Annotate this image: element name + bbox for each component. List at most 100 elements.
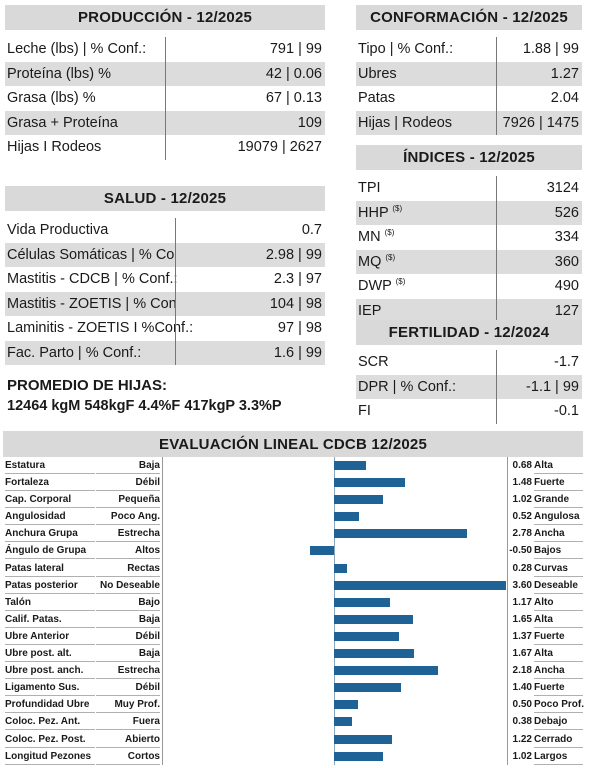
- lineal-bar: [334, 631, 400, 641]
- plot-frame: [162, 457, 508, 765]
- lineal-row: Longitud Pezones Cortos 1.02 Largos: [3, 748, 583, 765]
- lineal-value: 1.02: [512, 494, 532, 506]
- produccion-title: PRODUCCIÓN - 12/2025: [5, 5, 325, 30]
- conformacion-row-label: Tipo | % Conf.:: [356, 37, 496, 62]
- promedio-value: 12464 kgM 548kgF 4.4%F 417kgP 3.3%P: [7, 398, 282, 414]
- salud-row-value: 2.98 | 99: [175, 242, 325, 267]
- row-label-text: Fac. Parto | % Conf.:: [7, 344, 142, 361]
- lineal-low-label: Débil: [96, 679, 160, 697]
- produccion-row-value: 42 | 0.06: [165, 61, 325, 86]
- lineal-low-label: Débil: [96, 628, 160, 645]
- row-label-text: IEP: [358, 302, 382, 319]
- indices-row-label: MN ($): [356, 225, 496, 250]
- lineal-value: 1.17: [512, 596, 532, 608]
- salud-row: Mastitis - ZOETIS | % Conf.: 104 | 98: [5, 291, 325, 316]
- lineal-low-label: Abierto: [96, 731, 160, 748]
- lineal-high-label: Alta: [534, 611, 583, 628]
- lineal-trait: Ángulo de Grupa: [5, 542, 95, 560]
- lineal-bar: [334, 614, 413, 624]
- lineal-value: 0.68: [512, 460, 532, 471]
- indices-row: IEP 127: [356, 298, 582, 323]
- lineal-high-label: Cerrado: [534, 731, 583, 748]
- lineal-trait: Coloc. Pez. Post.: [5, 731, 95, 748]
- produccion-row: Hijas I Rodeos 19079 | 2627: [5, 135, 325, 160]
- lineal-low-label: Débil: [96, 474, 160, 492]
- produccion-table: Leche (lbs) | % Conf.: 791 | 99 Proteína (…: [5, 37, 325, 160]
- lineal-row: Patas lateral Rectas 0.28 Curvas: [3, 560, 583, 577]
- lineal-low-label: Fuera: [96, 713, 160, 731]
- row-label-text: Leche (lbs) | % Conf.:: [7, 41, 147, 57]
- indices-row-label: IEP: [356, 298, 496, 323]
- salud-row: Células Somáticas | % Conf.: 2.98 | 99: [5, 242, 325, 267]
- lineal-value: 1.22: [512, 733, 532, 745]
- lineal-trait: Profundidad Ubre: [5, 696, 95, 714]
- row-label-text: Mastitis - ZOETIS | % Conf.:: [7, 295, 189, 312]
- lineal-trait: Angulosidad: [5, 508, 95, 526]
- produccion-row-label: Grasa (lbs) %: [5, 86, 165, 111]
- lineal-high-label: Poco Prof.: [534, 696, 584, 714]
- salud-row-value: 97 | 98: [175, 316, 325, 341]
- conformacion-table: Tipo | % Conf.: 1.88 | 99 Ubres 1.27 Patas 2.…: [356, 37, 582, 135]
- promedio-section: PROMEDIO DE HIJAS: 12464 kgM 548kgF 4.4%…: [7, 376, 337, 416]
- conformacion-row-label: Patas: [356, 86, 496, 111]
- lineal-trait: Longitud Pezones: [5, 748, 95, 765]
- lineal-low-label: Estrecha: [96, 662, 160, 680]
- indices-row-label: DWP ($): [356, 274, 496, 299]
- lineal-bar: [334, 649, 414, 659]
- salud-row: Mastitis - CDCB | % Conf.: 2.3 | 97: [5, 267, 325, 292]
- salud-row-label: Mastitis - ZOETIS | % Conf.:: [5, 291, 189, 316]
- lineal-value: 0.28: [512, 562, 532, 574]
- lineal-high-label: Ancha: [534, 525, 583, 543]
- lineal-trait: Ubre Anterior: [5, 628, 95, 645]
- indices-row: MN ($) 334: [356, 225, 582, 250]
- lineal-high-label: Alta: [534, 457, 583, 474]
- dollar-superscript: ($): [392, 203, 403, 213]
- dollar-superscript: ($): [385, 252, 396, 262]
- lineal-row: Ángulo de Grupa Altos -0.50 Bajos: [3, 542, 583, 560]
- conformacion-row-value: 7926 | 1475: [496, 110, 582, 135]
- lineal-low-label: Baja: [96, 457, 160, 474]
- indices-row-value: 360: [496, 249, 582, 274]
- lineal-value: 1.40: [512, 682, 532, 694]
- lineal-row: Patas posterior No Deseable 3.60 Deseable: [3, 577, 583, 594]
- salud-section: SALUD - 12/2025 Vida Productiva 0.7 Célula…: [5, 186, 325, 365]
- indices-row-label: TPI: [356, 176, 496, 201]
- produccion-section: PRODUCCIÓN - 12/2025 Leche (lbs) | % Con…: [5, 5, 325, 160]
- lineal-value: 1.02: [512, 750, 532, 762]
- conformacion-row-value: 2.04: [496, 86, 582, 111]
- lineal-value: 1.48: [512, 477, 532, 489]
- row-label-text: MN: [358, 229, 381, 245]
- lineal-high-label: Deseable: [534, 577, 583, 594]
- row-label-text: SCR: [358, 354, 389, 370]
- salud-row-label: Fac. Parto | % Conf.:: [5, 340, 175, 365]
- lineal-high-label: Fuerte: [534, 474, 583, 492]
- conformacion-row: Tipo | % Conf.: 1.88 | 99: [356, 37, 582, 62]
- lineal-row: Ubre Anterior Débil 1.37 Fuerte: [3, 628, 583, 645]
- salud-row: Vida Productiva 0.7: [5, 218, 325, 243]
- lineal-bar: [334, 717, 353, 727]
- lineal-bar: [310, 546, 334, 556]
- lineal-bar: [334, 751, 383, 761]
- salud-title: SALUD - 12/2025: [5, 186, 325, 211]
- produccion-row-value: 67 | 0.13: [165, 86, 325, 111]
- lineal-trait: Ubre post. alt.: [5, 645, 95, 663]
- lineal-high-label: Bajos: [534, 542, 583, 560]
- lineal-high-label: Alto: [534, 594, 583, 611]
- row-label-text: Proteína (lbs) %: [7, 65, 111, 82]
- lineal-row: Coloc. Pez. Ant. Fuera 0.38 Debajo: [3, 713, 583, 731]
- row-label-text: HHP: [358, 204, 389, 221]
- salud-row-label: Células Somáticas | % Conf.:: [5, 242, 195, 267]
- promedio-title: PROMEDIO DE HIJAS:: [7, 377, 168, 394]
- lineal-low-label: Estrecha: [96, 525, 160, 543]
- indices-row: TPI 3124: [356, 176, 582, 201]
- row-label-text: Células Somáticas | % Conf.:: [7, 246, 195, 263]
- indices-table: TPI 3124 HHP ($) 526 MN ($) 334 MQ ($) 360 DWP (…: [356, 176, 582, 323]
- lineal-value: 1.37: [512, 630, 532, 642]
- lineal-bar: [334, 666, 439, 676]
- indices-row: HHP ($) 526: [356, 200, 582, 225]
- produccion-row: Leche (lbs) | % Conf.: 791 | 99: [5, 37, 325, 62]
- lineal-low-label: Poco Ang.: [96, 508, 160, 526]
- indices-row-label: MQ ($): [356, 249, 496, 274]
- row-label-text: Tipo | % Conf.:: [358, 41, 454, 57]
- lineal-value: 0.38: [512, 716, 532, 728]
